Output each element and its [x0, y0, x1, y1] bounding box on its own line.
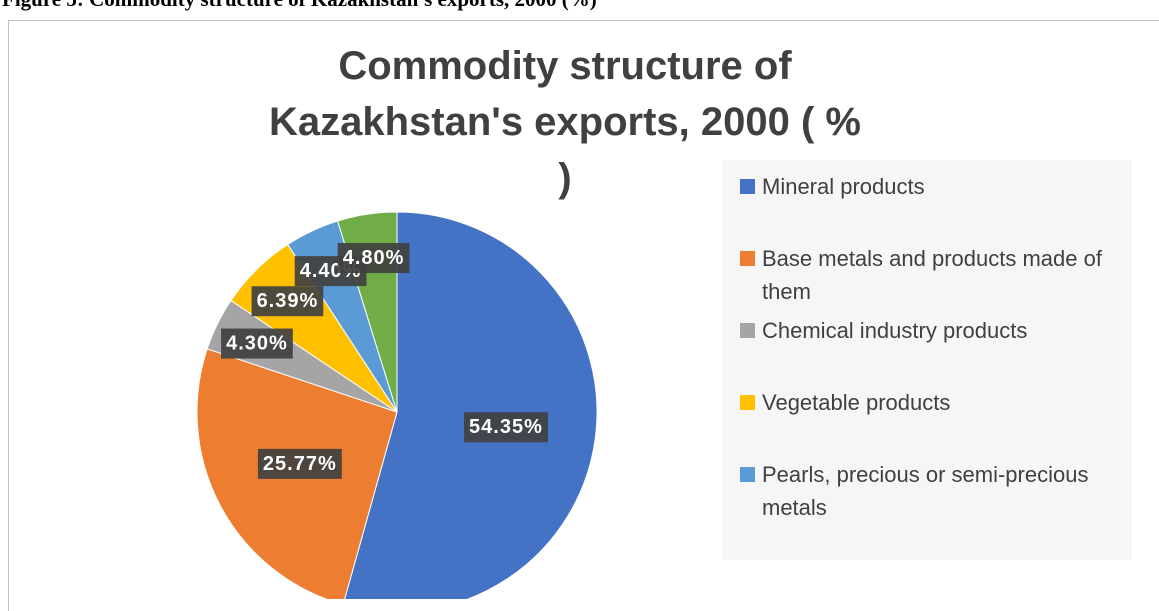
legend: Mineral products Base metals and products…	[722, 160, 1132, 560]
data-label-text: 25.77%	[263, 453, 337, 475]
legend-item: Chemical industry products	[740, 314, 1122, 347]
data-label-box	[337, 243, 410, 274]
data-label: 54.35%	[464, 412, 548, 443]
data-label: 4.80%	[337, 243, 410, 274]
data-label-box	[464, 412, 548, 443]
data-label: 4.30%	[221, 328, 293, 359]
legend-item: Mineral products	[740, 170, 1122, 203]
legend-swatch	[740, 179, 755, 194]
legend-label: Pearls, precious or semi-precious metals	[762, 462, 1089, 520]
data-label-text: 4.80%	[343, 247, 405, 269]
data-label-box	[251, 286, 324, 317]
pie-slice	[344, 211, 598, 599]
figure-caption: Figure 5: Commodity structure of Kazakhs…	[2, 0, 597, 12]
data-label: 25.77%	[257, 448, 342, 479]
data-label-text: 4.30%	[226, 333, 288, 355]
data-label-text: 54.35%	[469, 416, 543, 438]
legend-item: Pearls, precious or semi-precious metals	[740, 458, 1122, 524]
data-label-box	[257, 448, 342, 479]
legend-swatch	[740, 467, 755, 482]
chart-frame	[8, 20, 1159, 611]
legend-item: Vegetable products	[740, 386, 1122, 419]
legend-swatch	[740, 395, 755, 410]
legend-item: Base metals and products made of them	[740, 242, 1122, 308]
legend-label: Mineral products	[762, 174, 925, 199]
data-label-box	[221, 328, 293, 359]
legend-label: Vegetable products	[762, 390, 951, 415]
chart-title: Commodity structure of Kazakhstan's expo…	[269, 44, 861, 200]
legend-label: Base metals and products made of them	[762, 246, 1102, 304]
legend-swatch	[740, 251, 755, 266]
legend-swatch	[740, 323, 755, 338]
data-label: 6.39%	[251, 286, 324, 317]
data-label-text: 6.39%	[257, 290, 319, 312]
legend-label: Chemical industry products	[762, 318, 1028, 343]
